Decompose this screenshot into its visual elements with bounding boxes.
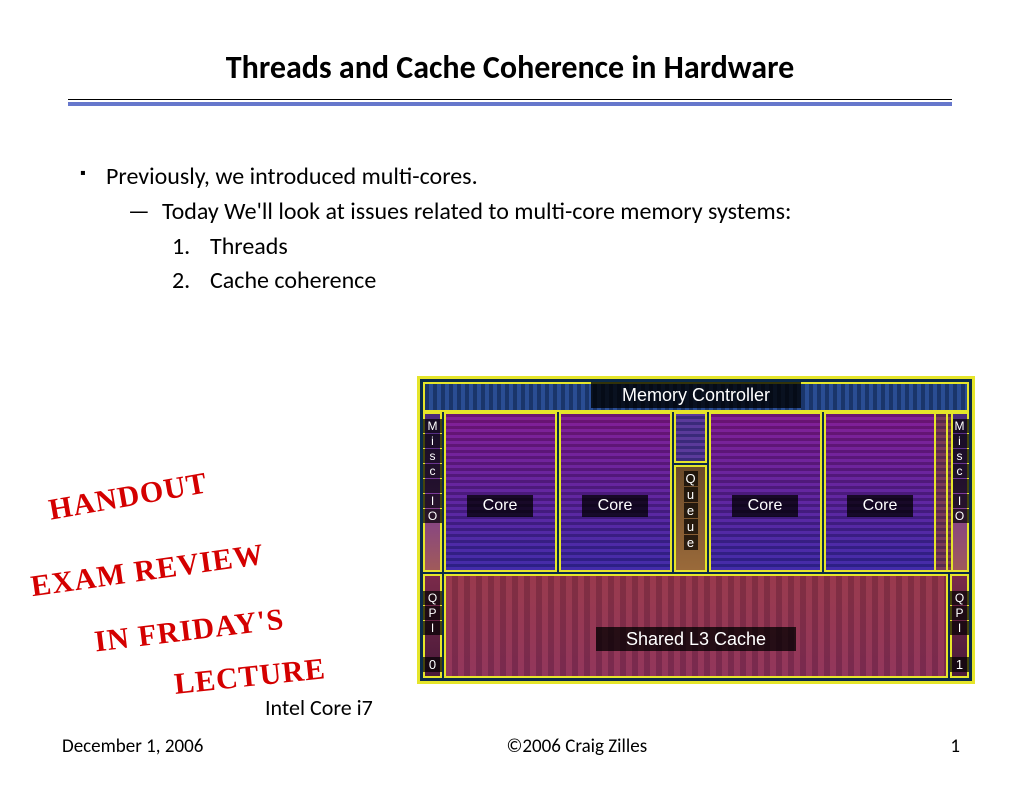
core-3-region [709,412,822,572]
qpi-0-label: QPI [423,591,442,636]
handwriting-line-1: HANDOUT [46,466,210,527]
body-text: Previously, we introduced multi-cores. T… [80,160,950,299]
core-2-region [559,412,672,572]
footer-date: December 1, 2006 [62,735,203,758]
core-1-region [444,412,557,572]
item-text: Threads [210,232,288,261]
title-underline [68,99,952,106]
misc-io-left-label: Misc IO [423,419,442,524]
slide: Threads and Cache Coherence in Hardware … [0,0,1020,788]
l3-cache-region [444,574,948,678]
footer-page-number: 1 [950,735,960,758]
bullet-level2: Today We'll look at issues related to mu… [80,195,950,230]
qpi-1-label: QPI [950,591,969,636]
memory-controller-label: Memory Controller [591,382,801,408]
core-1-label: Core [467,495,533,517]
item-number: 1. [172,230,190,265]
side-strip-right [934,412,948,572]
l3-cache-label: Shared L3 Cache [596,627,796,651]
handwriting-line-3: IN FRIDAY'S [93,603,286,660]
handwriting-line-2: EXAM REVIEW [29,538,267,604]
bullet-level1: Previously, we introduced multi-cores. [80,160,950,195]
core-3-label: Core [732,495,798,517]
core-4-label: Core [847,495,913,517]
numbered-item-1: 1. Threads [80,230,950,265]
qpi-1-number: 1 [950,657,969,672]
numbered-item-2: 2. Cache coherence [80,264,950,299]
center-gap-region [674,412,707,463]
image-caption: Intel Core i7 [265,694,373,721]
slide-title: Threads and Cache Coherence in Hardware [0,0,1020,99]
footer-copyright: ©2006 Craig Zilles [507,735,648,758]
core-4-region [824,412,937,572]
die-diagram: Memory Controller Misc IO Misc IO Core C… [417,376,975,684]
qpi-0-number: 0 [423,657,442,672]
item-text: Cache coherence [210,266,376,295]
item-number: 2. [172,264,190,299]
slide-footer: December 1, 2006 ©2006 Craig Zilles 1 [62,735,960,758]
queue-label: Queue [674,471,707,551]
core-2-label: Core [582,495,648,517]
